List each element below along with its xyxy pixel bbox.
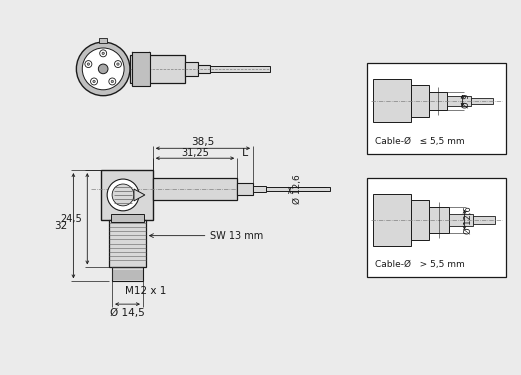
Text: 38,5: 38,5	[191, 137, 215, 147]
Bar	[429, 92, 446, 110]
Circle shape	[112, 184, 134, 206]
Bar	[474, 216, 495, 224]
Bar	[367, 178, 506, 278]
Bar	[112, 267, 143, 281]
Circle shape	[117, 63, 119, 65]
Text: 31,25: 31,25	[181, 148, 209, 158]
Bar	[237, 183, 253, 195]
Bar	[111, 214, 144, 222]
Text: Cable-Ø   ≤ 5,5 mm: Cable-Ø ≤ 5,5 mm	[375, 137, 465, 146]
Bar	[429, 207, 449, 232]
Bar	[411, 85, 429, 117]
Bar	[373, 79, 411, 123]
Bar	[130, 55, 184, 83]
Bar	[101, 170, 153, 220]
Circle shape	[100, 50, 107, 57]
Circle shape	[77, 42, 130, 96]
Circle shape	[91, 78, 97, 85]
Polygon shape	[134, 189, 145, 201]
Circle shape	[102, 52, 104, 54]
Circle shape	[85, 61, 92, 68]
Circle shape	[93, 80, 95, 82]
Bar	[184, 62, 199, 76]
Text: Ø 14,5: Ø 14,5	[110, 308, 145, 318]
Bar	[449, 214, 474, 226]
Bar	[199, 65, 210, 73]
Text: 32: 32	[54, 221, 67, 231]
Text: Ø 12,6: Ø 12,6	[293, 174, 302, 204]
Bar	[367, 63, 506, 154]
Circle shape	[98, 64, 108, 74]
Text: Ø 12,6: Ø 12,6	[464, 206, 473, 234]
Circle shape	[107, 179, 139, 211]
Bar	[411, 200, 429, 240]
Bar	[253, 186, 266, 192]
Circle shape	[115, 61, 121, 68]
Circle shape	[109, 78, 116, 85]
Bar	[109, 220, 146, 267]
Text: 24,5: 24,5	[60, 214, 82, 224]
Text: Ø 9: Ø 9	[462, 93, 471, 108]
Bar	[153, 178, 237, 200]
Bar	[132, 52, 150, 86]
Circle shape	[87, 63, 90, 65]
Circle shape	[82, 48, 124, 90]
Text: L: L	[242, 148, 248, 158]
Text: M12 x 1: M12 x 1	[125, 286, 166, 296]
Bar	[472, 98, 493, 104]
Bar	[446, 96, 472, 106]
Bar	[99, 38, 107, 43]
Circle shape	[111, 80, 114, 82]
Bar	[210, 66, 270, 72]
Text: Cable-Ø   > 5,5 mm: Cable-Ø > 5,5 mm	[375, 260, 465, 269]
Bar	[266, 187, 330, 191]
Text: SW 13 mm: SW 13 mm	[150, 231, 264, 241]
Bar	[373, 194, 411, 246]
